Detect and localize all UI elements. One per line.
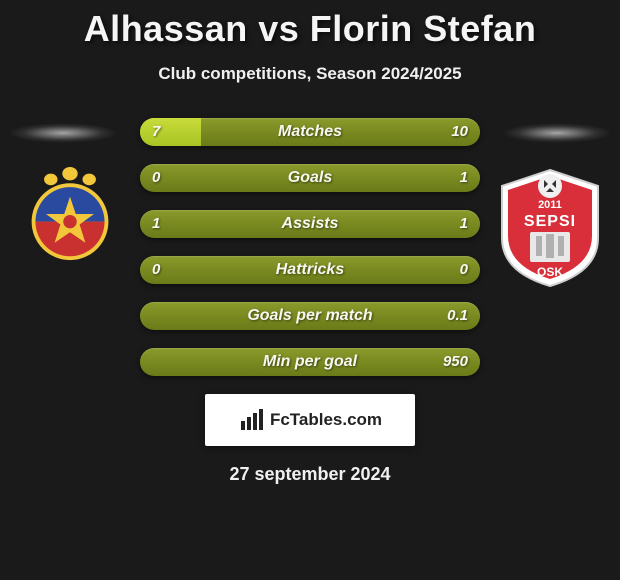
stat-value-right: 10 xyxy=(451,118,468,146)
stat-label: Goals xyxy=(140,164,480,192)
stat-value-right: 1 xyxy=(460,210,468,238)
stat-row: Min per goal950 xyxy=(140,348,480,376)
stat-label: Goals per match xyxy=(140,302,480,330)
stat-value-right: 950 xyxy=(443,348,468,376)
stat-value-right: 1 xyxy=(460,164,468,192)
stats-area: 2011 SEPSI OSK 7Matches100Goals11Assists… xyxy=(0,118,620,376)
club-crest-right-icon: 2011 SEPSI OSK xyxy=(494,166,606,290)
stat-rows: 7Matches100Goals11Assists10Hattricks0Goa… xyxy=(140,118,480,376)
svg-text:SEPSI: SEPSI xyxy=(524,213,576,230)
date-text: 27 september 2024 xyxy=(0,464,620,485)
stat-row: Goals per match0.1 xyxy=(140,302,480,330)
stat-row: 0Goals1 xyxy=(140,164,480,192)
page-title: Alhassan vs Florin Stefan xyxy=(0,8,620,50)
club-crest-left-icon xyxy=(22,166,118,262)
svg-text:OSK: OSK xyxy=(537,265,563,279)
svg-text:2011: 2011 xyxy=(538,199,562,211)
comparison-card: Alhassan vs Florin Stefan Club competiti… xyxy=(0,0,620,485)
stat-label: Min per goal xyxy=(140,348,480,376)
stat-row: 0Hattricks0 xyxy=(140,256,480,284)
stat-label: Assists xyxy=(140,210,480,238)
branding-badge: FcTables.com xyxy=(205,394,415,446)
stat-label: Hattricks xyxy=(140,256,480,284)
shadow-right xyxy=(502,123,612,143)
stat-value-right: 0.1 xyxy=(447,302,468,330)
stat-value-right: 0 xyxy=(460,256,468,284)
stat-label: Matches xyxy=(140,118,480,146)
stat-row: 1Assists1 xyxy=(140,210,480,238)
chart-icon xyxy=(238,407,266,433)
subtitle: Club competitions, Season 2024/2025 xyxy=(0,64,620,84)
shadow-left xyxy=(8,123,118,143)
crest-right: 2011 SEPSI OSK xyxy=(494,166,606,295)
stat-row: 7Matches10 xyxy=(140,118,480,146)
branding-text: FcTables.com xyxy=(270,410,382,430)
crest-left xyxy=(22,166,118,267)
